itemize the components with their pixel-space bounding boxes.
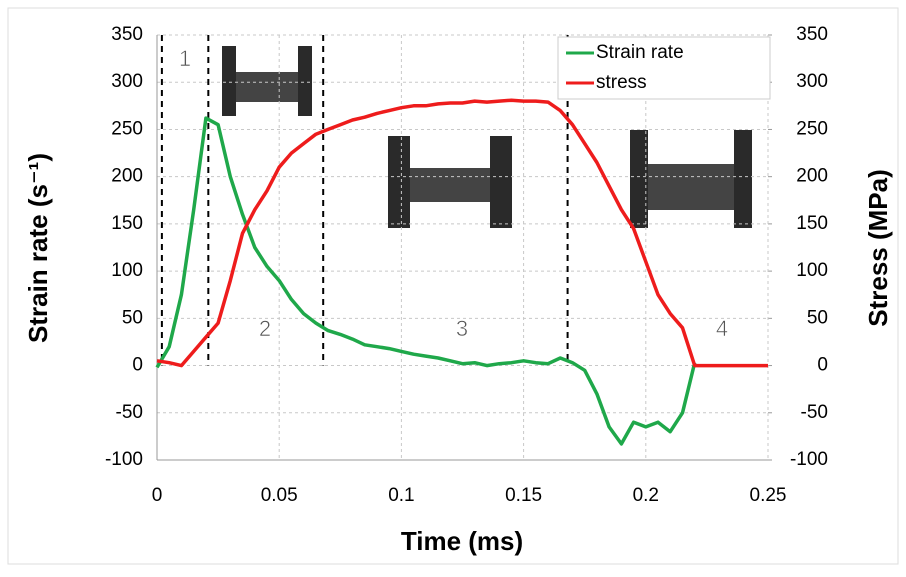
phase-label: 2 [259, 316, 271, 341]
x-tick-label: 0.2 [633, 485, 659, 506]
y-tick-label: 300 [111, 71, 143, 92]
y2-axis-label: Stress (MPa) [863, 169, 893, 327]
y-tick-label: -100 [105, 449, 143, 470]
legend-label: stress [596, 72, 647, 93]
x-tick-label: 0.25 [750, 485, 787, 506]
y-tick-label: 200 [111, 166, 143, 187]
y2-tick-label: 250 [796, 118, 828, 139]
y2-tick-label: -100 [790, 449, 828, 470]
y2-tick-label: 300 [796, 71, 828, 92]
legend-box [557, 36, 771, 100]
y-tick-label: 150 [111, 213, 143, 234]
phase-label: 1 [179, 46, 191, 71]
x-tick-label: 0 [152, 485, 163, 506]
x-axis-label: Time (ms) [401, 526, 523, 556]
y-tick-label: 250 [111, 118, 143, 139]
legend-label: Strain rate [596, 42, 684, 63]
y2-tick-label: 150 [796, 213, 828, 234]
y2-tick-label: 200 [796, 166, 828, 187]
y-tick-label: -50 [116, 402, 143, 423]
phase-label: 4 [716, 316, 728, 341]
y-axis-label: Strain rate (s⁻¹) [23, 153, 53, 343]
y2-tick-label: -50 [801, 402, 828, 423]
y2-tick-label: 0 [817, 355, 828, 376]
x-tick-label: 0.15 [505, 485, 542, 506]
specimen-images [222, 46, 752, 228]
x-tick-label: 0.05 [261, 485, 298, 506]
frame [7, 7, 899, 565]
y2-tick-label: 50 [807, 307, 828, 328]
y-tick-label: 50 [122, 307, 143, 328]
x-tick-label: 0.1 [388, 485, 414, 506]
y2-tick-label: 350 [796, 24, 828, 45]
y-tick-label: 0 [132, 355, 143, 376]
series-line [156, 98, 768, 368]
phase-label: 3 [456, 316, 468, 341]
y-tick-label: 100 [111, 260, 143, 281]
y-tick-label: 350 [111, 24, 143, 45]
y2-tick-label: 100 [796, 260, 828, 281]
